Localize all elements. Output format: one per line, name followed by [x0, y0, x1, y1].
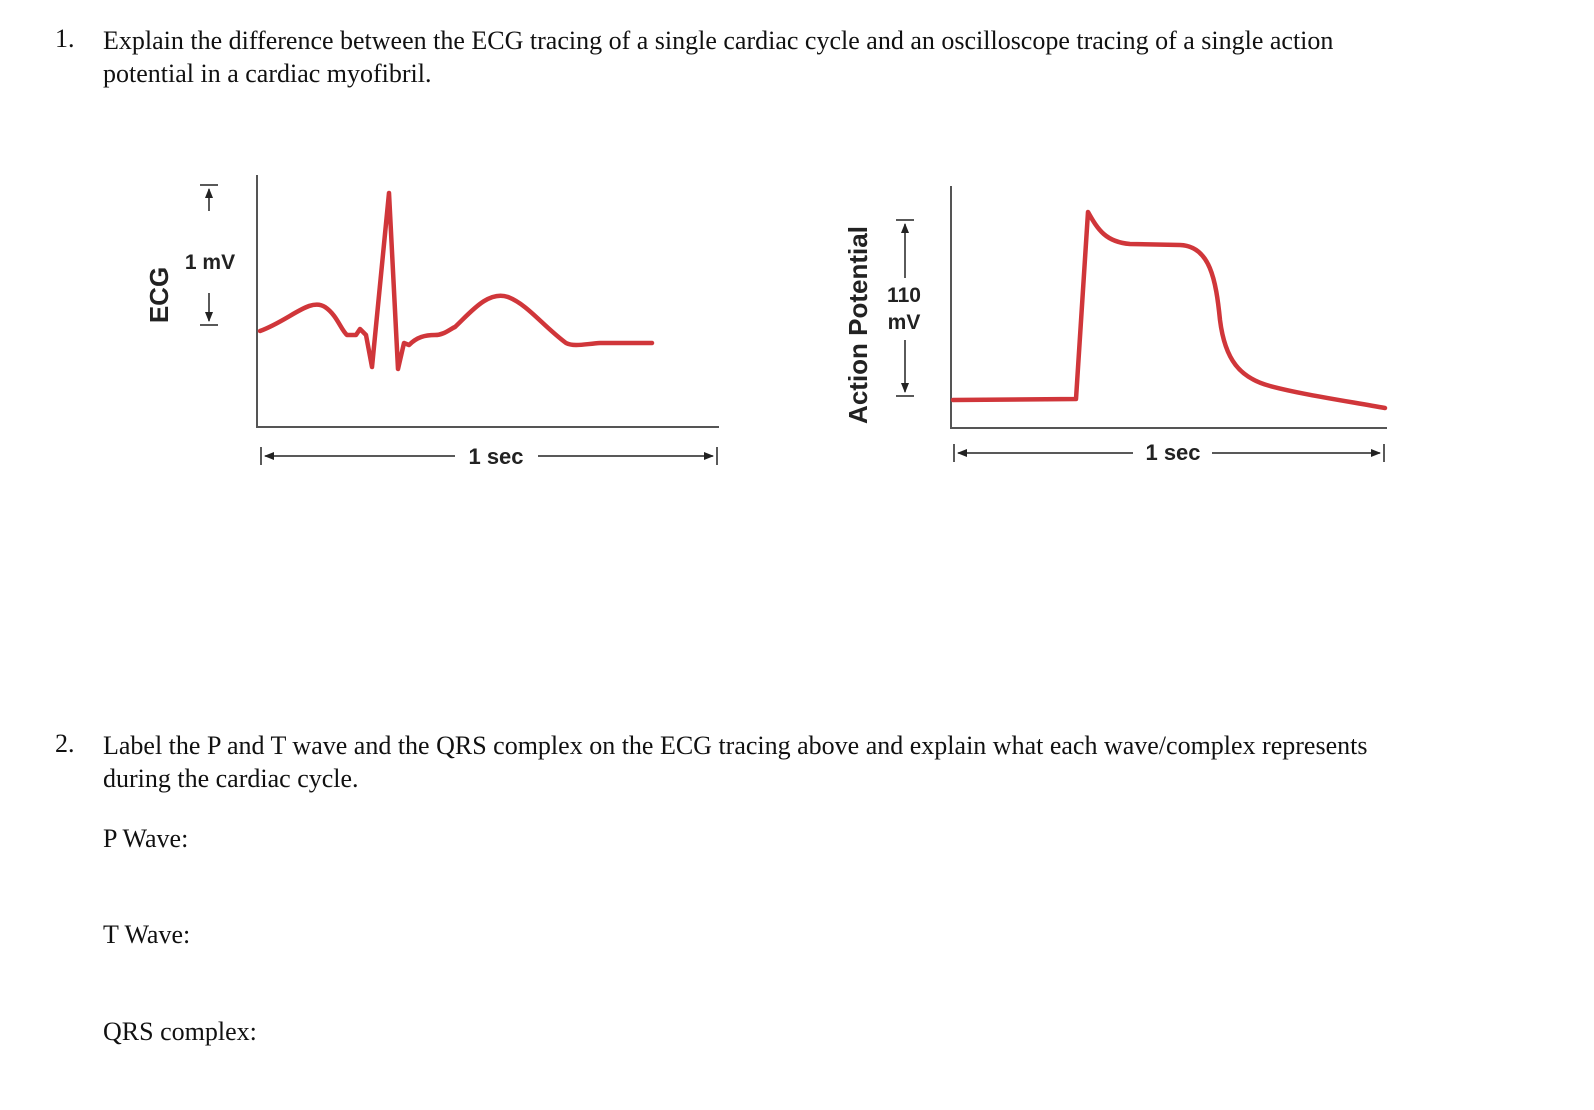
t-wave-label: T Wave:: [103, 920, 191, 949]
question-2-line-1: Label the P and T wave and the QRS compl…: [103, 731, 1368, 760]
ecg-figure: ECG 1 mV 1 sec: [144, 175, 719, 469]
question-1-text: Explain the difference between the ECG t…: [103, 24, 1543, 90]
ecg-time-bar: [260, 447, 718, 465]
p-wave-label: P Wave:: [103, 824, 189, 853]
ecg-y-title: ECG: [144, 267, 174, 323]
question-2-line-2: during the cardiac cycle.: [103, 764, 359, 793]
question-1-line-2: potential in a cardiac myofibril.: [103, 59, 432, 88]
ap-scale-bar: [896, 219, 914, 397]
question-2-text: Label the P and T wave and the QRS compl…: [103, 729, 1543, 795]
action-potential-figure: Action Potential 110 mV 1 sec: [843, 186, 1388, 465]
question-1-line-1: Explain the difference between the ECG t…: [103, 26, 1334, 55]
question-2-number: 2.: [55, 729, 75, 758]
ap-time-label: 1 sec: [1145, 440, 1200, 465]
ap-scale-label-line2: mV: [888, 311, 921, 334]
ecg-scale-label: 1 mV: [185, 251, 235, 274]
ap-y-title: Action Potential: [843, 226, 873, 424]
ecg-time-label: 1 sec: [468, 444, 523, 469]
qrs-complex-label: QRS complex:: [103, 1017, 257, 1046]
question-1-number: 1.: [55, 24, 75, 53]
ap-trace: [950, 209, 1388, 411]
ap-scale-label-line1: 110: [887, 284, 921, 307]
ecg-scale-bar: [200, 184, 218, 326]
ecg-trace: [257, 190, 655, 372]
ap-time-bar: [953, 444, 1385, 462]
